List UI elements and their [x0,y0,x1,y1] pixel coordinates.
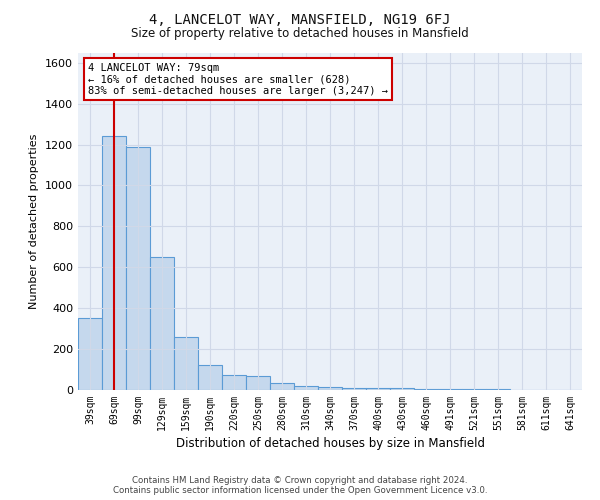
Bar [102,136,126,390]
Text: 4, LANCELOT WAY, MANSFIELD, NG19 6FJ: 4, LANCELOT WAY, MANSFIELD, NG19 6FJ [149,12,451,26]
Bar [246,376,270,390]
Bar [126,146,150,390]
Text: Size of property relative to detached houses in Mansfield: Size of property relative to detached ho… [131,28,469,40]
Y-axis label: Number of detached properties: Number of detached properties [29,134,40,309]
Bar [390,388,414,390]
Bar [366,388,390,390]
Bar [462,389,486,390]
Text: 4 LANCELOT WAY: 79sqm
← 16% of detached houses are smaller (628)
83% of semi-det: 4 LANCELOT WAY: 79sqm ← 16% of detached … [88,62,388,96]
Bar [78,318,102,390]
Bar [270,383,294,390]
Text: Contains HM Land Registry data © Crown copyright and database right 2024.
Contai: Contains HM Land Registry data © Crown c… [113,476,487,495]
Bar [150,257,174,390]
Bar [438,389,462,390]
Bar [294,386,318,390]
Bar [198,366,222,390]
Bar [318,387,342,390]
Bar [342,388,366,390]
Bar [222,374,246,390]
Bar [414,389,438,390]
Bar [174,337,198,390]
X-axis label: Distribution of detached houses by size in Mansfield: Distribution of detached houses by size … [176,437,485,450]
